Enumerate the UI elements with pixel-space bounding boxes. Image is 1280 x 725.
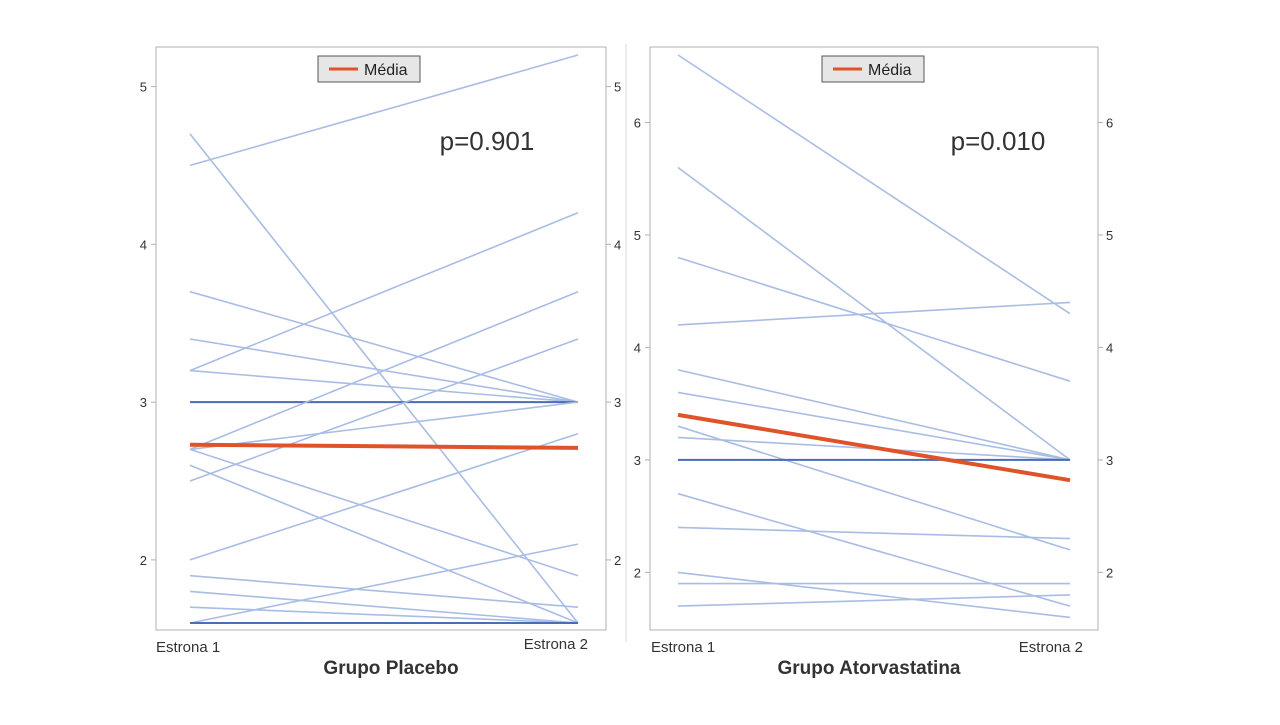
subject-line-6 <box>677 391 1071 461</box>
x-tick-label-estrona-2: Estrona 2 <box>524 636 588 653</box>
legend-label: Média <box>868 62 912 79</box>
subject-line-6 <box>189 369 579 403</box>
subject-line-15 <box>189 574 579 608</box>
subject-line-7 <box>677 425 1071 551</box>
y-tick-label-right: 3 <box>1106 453 1113 468</box>
y-tick-label-left: 3 <box>634 453 641 468</box>
subject-line-15 <box>677 594 1071 607</box>
subject-line-11 <box>677 492 1071 607</box>
y-tick-label-right: 2 <box>614 553 621 568</box>
subject-line-4 <box>677 301 1071 326</box>
y-tick-label-left: 6 <box>634 115 641 130</box>
y-tick-label-left: 4 <box>634 340 641 355</box>
y-tick-label-left: 2 <box>140 553 147 568</box>
mean-line <box>677 412 1071 483</box>
y-tick-label-right: 5 <box>1106 228 1113 243</box>
y-tick-label-left: 5 <box>634 228 641 243</box>
subject-lines <box>677 54 1071 619</box>
subject-line-3 <box>189 290 579 403</box>
y-tick-label-right: 6 <box>1106 115 1113 130</box>
y-ticks-left: 2 3 4 5 <box>140 80 156 568</box>
y-tick-label-left: 4 <box>140 237 147 252</box>
subject-line-3 <box>677 256 1071 382</box>
subject-line-17 <box>189 606 579 624</box>
subject-line-14 <box>189 432 579 561</box>
panel-title: Grupo Atorvastatina <box>778 658 961 679</box>
subject-line-12 <box>677 526 1071 540</box>
y-tick-label-right: 5 <box>614 80 621 95</box>
subject-line-1 <box>677 54 1071 315</box>
x-tick-label-estrona-1: Estrona 1 <box>651 639 715 656</box>
x-tick-label-estrona-1: Estrona 1 <box>156 639 220 656</box>
legend: Média <box>821 55 925 83</box>
plot-frame <box>155 46 607 631</box>
x-tick-label-estrona-2: Estrona 2 <box>1019 639 1083 656</box>
subject-line-5 <box>677 369 1071 461</box>
subject-line-1 <box>189 54 579 167</box>
y-tick-label-right: 4 <box>614 237 621 252</box>
subject-lines <box>189 54 579 624</box>
p-value-annotation: p=0.901 <box>440 126 535 156</box>
subject-line-10 <box>189 338 579 482</box>
subject-line-18 <box>189 543 579 624</box>
placebo-panel: 2 3 4 5 2 3 4 5 Estrona 1 Estrona 2 Grupo Plac… <box>140 46 621 679</box>
mean-line-group <box>189 442 579 450</box>
panel-title: Grupo Placebo <box>323 658 458 679</box>
subject-line-13 <box>189 464 579 624</box>
y-tick-label-left: 5 <box>140 80 147 95</box>
y-tick-label-right: 3 <box>614 395 621 410</box>
subject-line-2 <box>189 133 579 624</box>
mean-line <box>189 442 579 450</box>
y-ticks-left: 2 3 4 5 6 <box>634 115 650 580</box>
subject-line-5 <box>189 212 579 372</box>
y-tick-label-left: 3 <box>140 395 147 410</box>
subject-line-12 <box>189 448 579 577</box>
legend: Média <box>317 55 421 83</box>
legend-label: Média <box>364 62 408 79</box>
subject-line-11 <box>189 401 579 451</box>
y-ticks-right: 2 3 4 5 6 <box>1098 115 1113 580</box>
y-tick-label-left: 2 <box>634 565 641 580</box>
y-tick-label-right: 4 <box>1106 340 1113 355</box>
subject-line-16 <box>189 590 579 624</box>
subject-line-13 <box>677 571 1071 619</box>
p-value-annotation: p=0.010 <box>951 126 1046 156</box>
subject-line-9 <box>189 290 579 451</box>
y-ticks-right: 2 3 4 5 <box>606 80 621 568</box>
mean-line-group <box>677 412 1071 483</box>
atorvastatina-panel: 2 3 4 5 6 2 3 4 5 6 Estrona 1 Estrona 2 Grupo At… <box>634 46 1113 679</box>
y-tick-label-right: 2 <box>1106 565 1113 580</box>
plot-frame <box>649 46 1099 631</box>
